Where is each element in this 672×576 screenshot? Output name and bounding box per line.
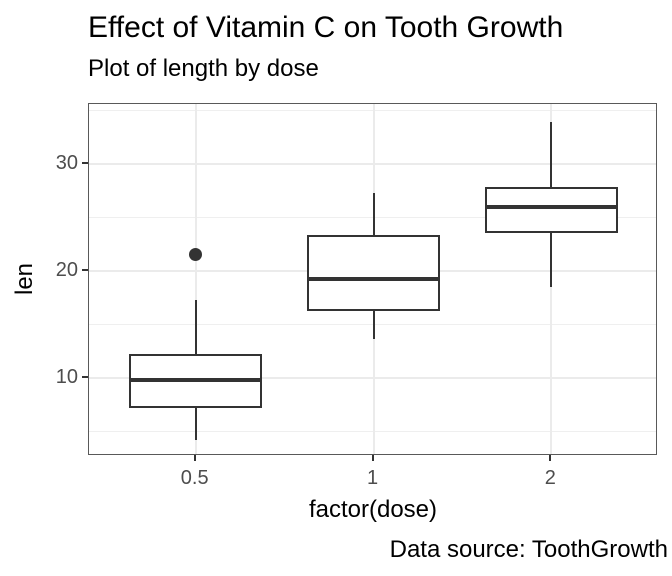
lower-whisker	[194, 407, 197, 440]
lower-whisker	[372, 311, 375, 340]
x-tick-label: 2	[544, 467, 556, 489]
upper-whisker	[194, 299, 197, 354]
y-tick-mark	[82, 268, 88, 271]
outlier-point	[189, 248, 203, 262]
x-tick-mark	[371, 455, 374, 461]
median-line	[484, 205, 618, 210]
median-line	[306, 276, 441, 281]
y-tick-label: 10	[55, 365, 78, 388]
plot-panel	[88, 103, 657, 455]
x-tick-mark	[193, 455, 196, 461]
upper-whisker	[372, 192, 375, 235]
x-tick-mark	[549, 455, 552, 461]
y-tick-label: 30	[55, 151, 78, 174]
plot-title: Effect of Vitamin C on Tooth Growth	[88, 11, 564, 44]
y-tick-label: 20	[55, 258, 78, 281]
plot-subtitle: Plot of length by dose	[88, 55, 319, 82]
x-tick-label: 0.5	[180, 467, 209, 489]
upper-whisker	[550, 122, 553, 188]
y-tick-mark	[82, 375, 88, 378]
iqr-box	[484, 187, 618, 234]
lower-whisker	[550, 233, 553, 287]
iqr-box	[306, 234, 441, 311]
y-axis-title: len	[11, 262, 38, 296]
plot-caption: Data source: ToothGrowth	[389, 536, 668, 563]
x-tick-label: 1	[366, 467, 379, 489]
y-tick-mark	[82, 161, 88, 164]
median-line	[129, 377, 263, 382]
x-axis-title: factor(dose)	[308, 496, 438, 523]
grid-vertical-line	[194, 104, 197, 454]
